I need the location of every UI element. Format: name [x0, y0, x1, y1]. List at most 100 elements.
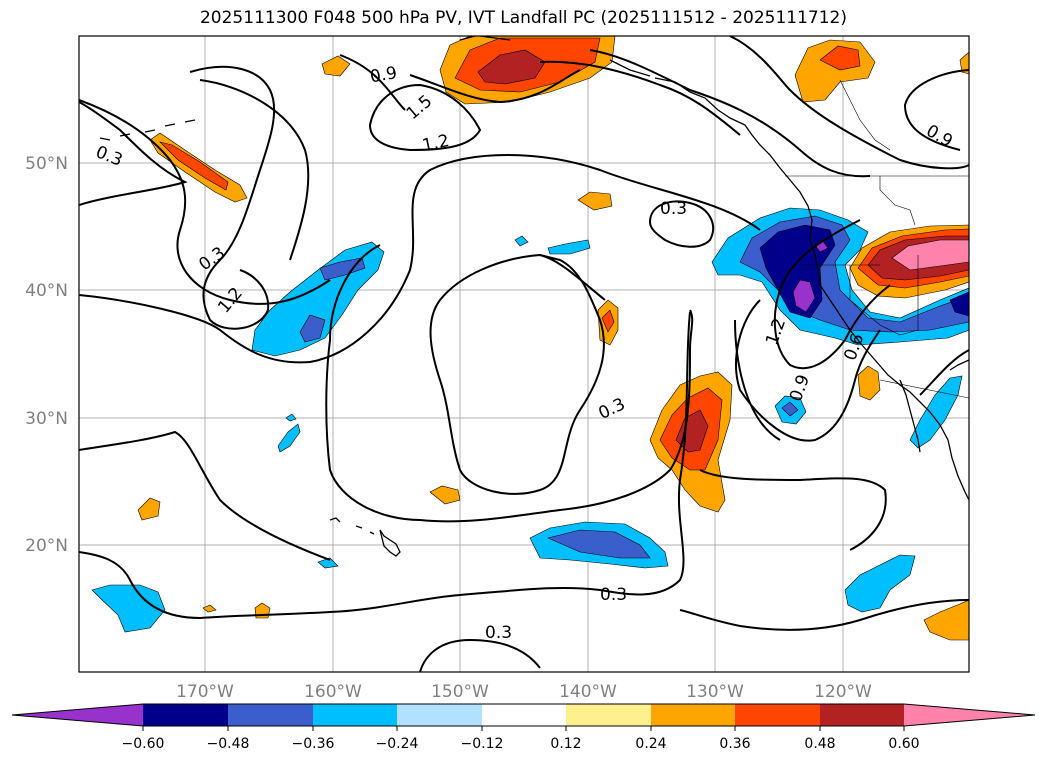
pv-contour — [409, 69, 581, 104]
pv-contour — [79, 101, 188, 206]
pv-contour — [79, 154, 761, 364]
contour-label: 0.3 — [485, 623, 512, 643]
lon-tick-label: 120°W — [814, 682, 872, 702]
colorbar-tick-label: −0.36 — [292, 736, 335, 752]
pv-contour — [539, 254, 606, 301]
positive-anomaly — [601, 309, 615, 333]
pv-contour — [729, 36, 969, 170]
negative-anomaly — [319, 257, 366, 281]
pv-contour — [699, 469, 887, 551]
coastline — [609, 59, 651, 77]
coastline — [654, 77, 969, 501]
colorbar-tick-label: 0.24 — [635, 736, 666, 752]
pv-contour — [79, 311, 691, 620]
negative-anomaly — [299, 314, 326, 343]
map-area — [79, 36, 969, 672]
lat-tick-label: 20°N — [25, 536, 68, 556]
lat-tick-label: 50°N — [25, 154, 68, 174]
lon-tick-label: 160°W — [304, 682, 362, 702]
pv-contour — [368, 83, 482, 152]
positive-anomaly — [429, 485, 461, 505]
negative-anomaly — [759, 224, 836, 319]
negative-anomaly — [547, 529, 651, 559]
pv-contour — [919, 349, 969, 396]
pv-contour — [419, 638, 541, 672]
pv-contour — [734, 319, 781, 441]
colorbar-tick-label: −0.48 — [207, 736, 250, 752]
pv-contour — [339, 54, 406, 111]
coastline — [949, 359, 969, 371]
colorbar-extend-left — [12, 704, 143, 726]
positive-anomaly — [159, 141, 229, 191]
colorbar-tick-label: 0.60 — [888, 736, 919, 752]
pv-contour — [679, 599, 969, 631]
colorbar-tick-label: 0.12 — [550, 736, 581, 752]
positive-anomaly — [202, 604, 217, 613]
negative-anomaly — [792, 279, 816, 313]
coastline — [355, 525, 375, 535]
positive-anomaly — [923, 599, 969, 641]
positive-anomaly — [819, 45, 861, 71]
colorbar-swatch — [397, 704, 482, 726]
positive-anomaly — [321, 55, 351, 77]
gridlines — [79, 36, 969, 672]
pv-contour — [589, 49, 871, 178]
negative-anomaly — [277, 423, 301, 453]
colorbar-swatch — [651, 704, 735, 726]
pv-contour — [773, 219, 891, 370]
border — [899, 255, 919, 336]
border — [839, 79, 891, 151]
negative-anomaly — [285, 413, 297, 422]
lon-tick-label: 130°W — [686, 682, 744, 702]
colorbar-swatch — [143, 704, 228, 726]
negative-anomaly — [91, 584, 166, 633]
pv-contour — [903, 69, 969, 151]
colorbar-tick-label: 0.36 — [719, 736, 750, 752]
coastline — [899, 379, 921, 453]
contour-label: 0.9 — [368, 63, 398, 87]
border — [879, 379, 969, 399]
pv-contours — [79, 36, 969, 672]
map-frame — [78, 35, 970, 673]
positive-anomaly — [857, 365, 881, 401]
lat-tick-label: 30°N — [25, 409, 68, 429]
colorbar: −0.60 −0.48 −0.36 −0.24 −0.12 0.12 0.24 … — [11, 703, 1036, 752]
colorbar-extend-right — [904, 704, 1035, 726]
coastline — [329, 517, 341, 523]
lon-ticks: 170°W 160°W 150°W 140°W 130°W 120°W — [176, 682, 872, 702]
pv-contour — [539, 60, 741, 136]
contour-label: 0.3 — [660, 199, 687, 219]
coastlines — [99, 36, 969, 557]
pv-contour — [79, 430, 331, 561]
lon-tick-label: 150°W — [431, 682, 489, 702]
lon-tick-label: 170°W — [176, 682, 234, 702]
negative-anomaly — [514, 235, 529, 247]
lat-ticks: 50°N 40°N 30°N 20°N — [25, 154, 68, 556]
colorbar-tick-label: 0.48 — [804, 736, 835, 752]
positive-anomaly — [137, 497, 161, 521]
chart-title: 2025111300 F048 500 hPa PV, IVT Landfall… — [199, 8, 847, 28]
positive-anomaly — [477, 49, 546, 85]
pv-contour — [79, 99, 331, 305]
contour-label: 0.3 — [600, 585, 627, 605]
colorbar-tick-label: −0.24 — [376, 736, 419, 752]
negative-anomaly — [781, 401, 799, 417]
colorbar-swatch — [482, 704, 566, 726]
border — [849, 265, 901, 336]
colorbar-swatch — [820, 704, 904, 726]
lon-tick-label: 140°W — [559, 682, 617, 702]
borders — [785, 79, 969, 399]
positive-anomaly — [577, 191, 613, 211]
coastline — [99, 119, 196, 141]
negative-anomaly — [844, 554, 916, 613]
colorbar-swatch — [313, 704, 397, 726]
colorbar-swatch — [228, 704, 313, 726]
colorbar-tick-label: −0.12 — [461, 736, 504, 752]
border — [879, 176, 916, 226]
coastline — [379, 529, 401, 557]
pv-contour — [199, 79, 310, 261]
negative-anomaly — [547, 239, 591, 255]
coastline — [459, 36, 511, 41]
positive-anomaly — [959, 51, 969, 75]
